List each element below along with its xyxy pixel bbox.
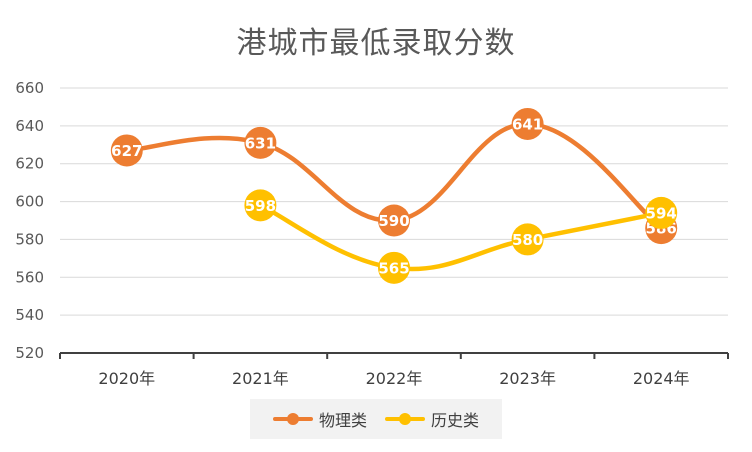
data-point bbox=[645, 196, 678, 229]
data-point bbox=[244, 126, 277, 159]
data-label: 631 bbox=[245, 134, 276, 152]
legend-item-history[interactable]: 历史类 bbox=[385, 407, 479, 431]
legend-label-history: 历史类 bbox=[431, 411, 480, 430]
y-tick-label: 560 bbox=[15, 268, 44, 286]
x-tick-label: 2021年 bbox=[232, 369, 289, 388]
x-tick-label: 2023年 bbox=[499, 369, 556, 388]
y-tick-label: 520 bbox=[15, 344, 44, 362]
x-tick-label: 2024年 bbox=[633, 369, 690, 388]
legend-label-physics: 物理类 bbox=[318, 411, 367, 430]
y-tick-label: 620 bbox=[15, 155, 44, 173]
data-label: 565 bbox=[378, 259, 409, 277]
legend-marker-physics bbox=[272, 412, 313, 426]
data-point bbox=[110, 134, 143, 167]
x-tick-label: 2022年 bbox=[366, 369, 423, 388]
data-label: 594 bbox=[646, 204, 677, 222]
y-tick-label: 540 bbox=[15, 306, 44, 324]
data-label: 627 bbox=[111, 142, 142, 160]
legend-marker-history bbox=[385, 412, 425, 426]
x-tick-label: 2020年 bbox=[98, 369, 155, 388]
series-line-1 bbox=[258, 203, 664, 272]
y-tick-label: 660 bbox=[15, 79, 44, 97]
data-label: 590 bbox=[378, 212, 409, 230]
data-label: 580 bbox=[512, 231, 543, 249]
data-label: 641 bbox=[512, 115, 543, 133]
chart-title: 港城市最低录取分数 bbox=[236, 26, 516, 61]
y-tick-label: 580 bbox=[15, 230, 44, 248]
data-point bbox=[244, 189, 277, 222]
data-label: 598 bbox=[245, 197, 276, 215]
y-tick-label: 640 bbox=[15, 117, 44, 135]
legend-item-physics[interactable]: 物理类 bbox=[272, 407, 367, 431]
data-point bbox=[511, 223, 544, 256]
data-point bbox=[378, 251, 410, 284]
data-point bbox=[378, 204, 410, 237]
chart-legend: 物理类 历史类 bbox=[250, 399, 502, 439]
data-point bbox=[511, 107, 544, 140]
y-tick-label: 600 bbox=[15, 193, 44, 211]
